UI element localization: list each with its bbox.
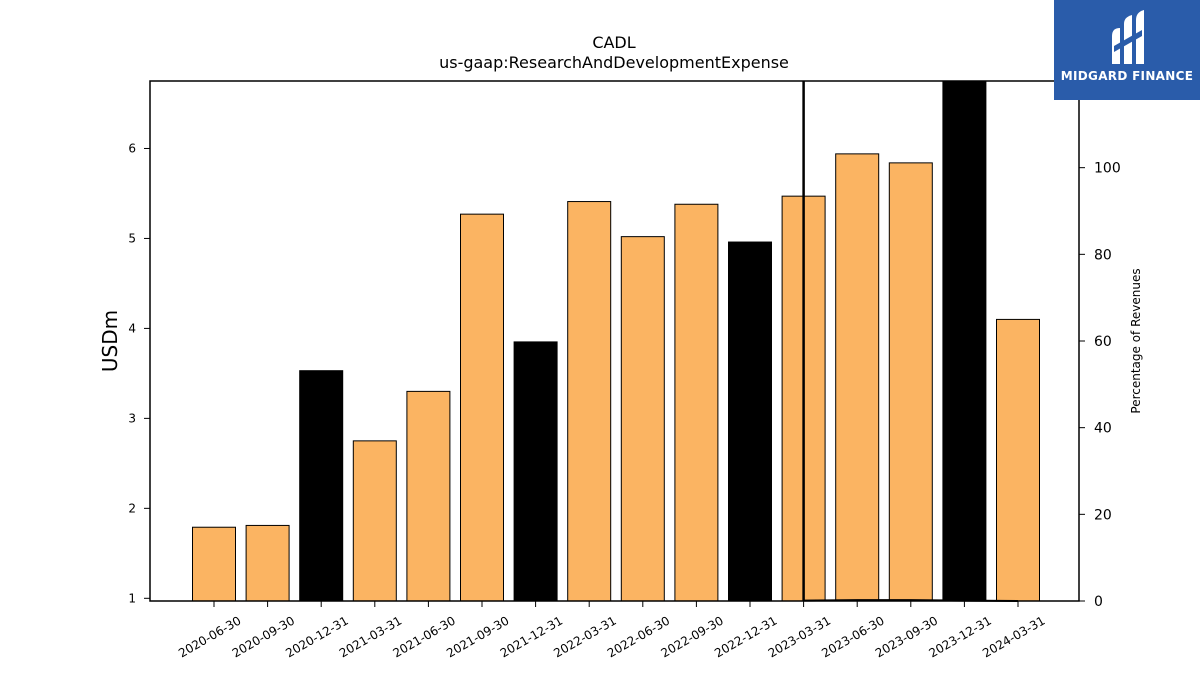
y2-axis-label: Percentage of Revenues <box>1129 268 1143 413</box>
bar-2023-12-31 <box>942 80 987 602</box>
bar-2023-09-30 <box>888 162 933 602</box>
logo-text: MIDGARD FINANCE <box>1060 69 1194 83</box>
bar-2021-06-30 <box>406 390 451 602</box>
y-axis-label: USDm <box>98 310 122 372</box>
y-axis: 1 2 3 4 5 6 <box>128 141 150 605</box>
bar-2021-09-30 <box>460 213 504 602</box>
y-tick-label: 2 <box>128 501 136 515</box>
bar-2021-12-31 <box>513 341 558 602</box>
chart-subtitle: us-gaap:ResearchAndDevelopmentExpense <box>439 53 789 72</box>
chart-title: CADL <box>592 33 635 52</box>
y2-tick-label: 60 <box>1094 334 1112 350</box>
y-tick-label: 5 <box>128 231 136 245</box>
bar-2020-09-30 <box>245 524 290 602</box>
bar-2020-06-30 <box>192 526 236 602</box>
y2-tick-label: 0 <box>1094 594 1103 610</box>
bars-group <box>192 80 1040 602</box>
bar-2022-12-31 <box>728 241 772 602</box>
bar-2022-06-30 <box>620 236 665 602</box>
brand-logo: MIDGARD FINANCE <box>1054 0 1200 100</box>
bar-2022-09-30 <box>674 203 719 602</box>
y2-axis: 0 20 40 60 80 100 <box>1079 161 1121 610</box>
y2-tick-label: 100 <box>1094 161 1121 177</box>
logo-mark-icon <box>1112 10 1144 64</box>
y2-tick-label: 20 <box>1094 507 1112 523</box>
y2-tick-label: 40 <box>1094 421 1112 437</box>
y-tick-label: 6 <box>128 141 136 155</box>
bar-2022-03-31 <box>567 201 612 602</box>
plot-frame <box>149 80 1080 602</box>
y-tick-label: 3 <box>128 411 136 425</box>
x-axis: 2020-06-302020-09-302020-12-312021-03-31… <box>176 601 1048 660</box>
y-tick-label: 1 <box>128 591 136 605</box>
bar-2024-03-31 <box>996 318 1040 602</box>
bar-2021-03-31 <box>352 440 397 602</box>
bar-2023-06-30 <box>835 153 880 602</box>
bar-2020-12-31 <box>299 370 344 602</box>
y2-tick-label: 80 <box>1094 247 1112 263</box>
y-tick-label: 4 <box>128 321 136 335</box>
